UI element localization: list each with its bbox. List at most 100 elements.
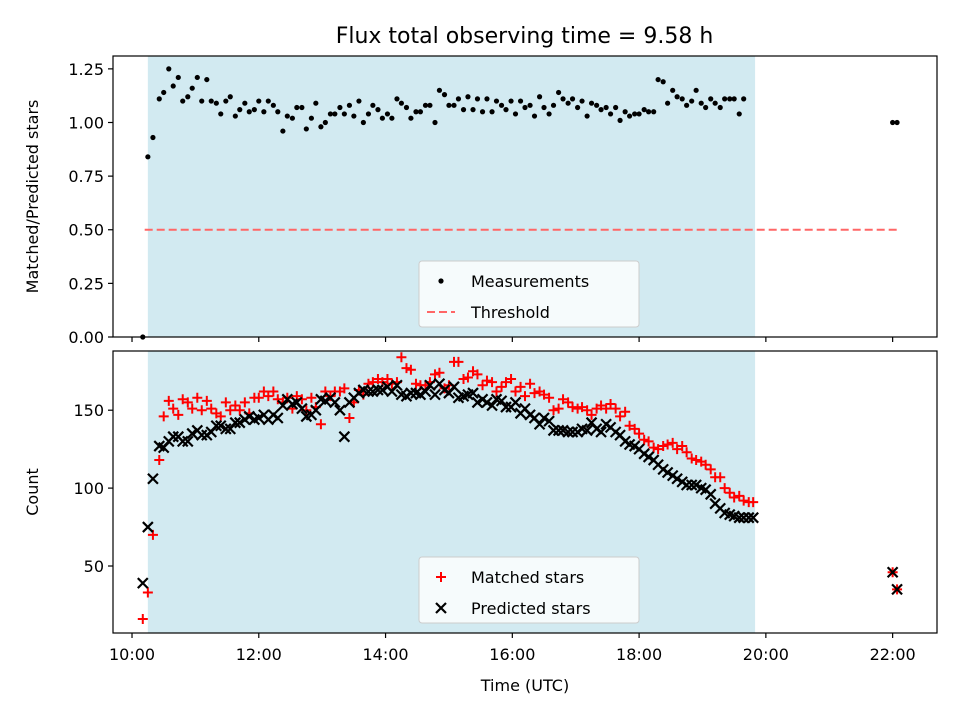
matched-star-marker	[624, 420, 635, 431]
matched-star-marker	[239, 397, 250, 408]
matched-star-marker	[163, 395, 174, 406]
y-axis-label: Count	[23, 468, 42, 516]
predicted-star-marker	[329, 396, 341, 409]
matched-star-marker	[724, 487, 735, 498]
measurement-point	[199, 98, 205, 104]
matched-star-marker	[553, 403, 564, 414]
matched-star-marker	[529, 388, 540, 399]
matched-star-marker	[168, 403, 179, 414]
matched-star-marker	[700, 459, 711, 470]
measurement-point	[651, 109, 657, 115]
predicted-star-marker	[680, 479, 693, 491]
measurement-point	[413, 109, 419, 115]
axes-frame	[112, 350, 938, 634]
matched-star-marker	[268, 386, 279, 397]
measurement-point	[356, 98, 362, 104]
predicted-star-marker	[891, 583, 903, 596]
matched-star-marker	[453, 356, 464, 367]
measurement-point	[674, 94, 680, 100]
measurement-point	[584, 113, 590, 119]
y-tick-label: 1.25	[68, 60, 104, 79]
measurement-point	[156, 96, 162, 102]
predicted-star-marker	[176, 435, 189, 448]
x-tick-label: 18:00	[616, 645, 662, 664]
predicted-star-marker	[419, 385, 432, 398]
matched-star-marker	[748, 497, 759, 508]
matched-star-marker	[596, 400, 607, 411]
legend-box	[418, 260, 640, 328]
measurement-point	[722, 96, 728, 102]
predicted-star-marker	[405, 387, 417, 399]
legend: Matched stars Predicted stars	[418, 556, 640, 624]
matched-star-marker	[648, 442, 659, 453]
matched-star-marker	[738, 495, 749, 506]
measurement-point	[351, 113, 357, 119]
matched-star-marker	[620, 406, 631, 417]
measurement-point	[617, 117, 623, 123]
predicted-star-marker	[562, 426, 574, 438]
measurement-point	[465, 94, 471, 100]
measurement-point	[394, 96, 400, 102]
measurement-point	[493, 98, 500, 104]
measurement-point	[318, 124, 324, 130]
measurement-point	[470, 107, 476, 113]
measurement-point	[594, 102, 600, 108]
matched-star-marker	[225, 405, 236, 416]
measurement-point	[370, 102, 376, 108]
measurement-point	[223, 98, 229, 104]
predicted-star-marker	[733, 511, 746, 524]
measurement-point	[242, 100, 248, 106]
measurement-point	[679, 96, 685, 102]
matched-star-marker	[634, 428, 645, 439]
measurement-point	[670, 87, 676, 93]
predicted-star-marker	[448, 381, 460, 393]
measurement-point	[717, 104, 723, 111]
predicted-star-marker	[429, 388, 441, 401]
measurement-point	[436, 87, 443, 93]
matched-star-marker	[405, 364, 416, 375]
matched-star-marker	[396, 352, 407, 363]
matched-star-marker	[177, 394, 188, 405]
matched-star-marker	[691, 455, 702, 466]
matched-star-marker	[539, 389, 550, 400]
measurement-point	[299, 104, 305, 111]
predicted-star-marker	[210, 420, 223, 432]
predicted-star-marker	[543, 415, 555, 427]
measurement-point	[646, 109, 652, 115]
measurement-point	[598, 107, 604, 113]
matched-star-marker	[500, 377, 511, 388]
measurement-point	[632, 111, 638, 117]
matched-star-marker	[142, 587, 153, 598]
measurement-point	[622, 109, 628, 115]
predicted-star-marker	[272, 412, 284, 424]
measurement-point	[194, 74, 200, 81]
matched-star-marker	[192, 392, 203, 403]
matched-star-marker	[263, 391, 274, 402]
measurement-point	[555, 89, 562, 96]
x-tick-label: 16:00	[489, 645, 535, 664]
matched-star-marker	[563, 397, 574, 408]
measurement-point	[150, 134, 156, 141]
x-tick-label: 22:00	[870, 645, 916, 664]
matched-star-marker	[158, 411, 169, 422]
matched-star-marker	[487, 377, 498, 388]
predicted-star-marker	[391, 379, 403, 392]
measurement-point	[227, 94, 233, 100]
matched-star-marker	[234, 405, 245, 416]
legend-label: Predicted stars	[471, 599, 591, 618]
legend-measurement-marker	[438, 278, 444, 284]
measurement-point	[665, 100, 671, 106]
matched-star-marker	[496, 381, 507, 392]
measurement-point	[731, 96, 737, 102]
matched-star-marker	[548, 405, 559, 416]
measurement-point	[384, 111, 391, 117]
y-tick-label: 0.75	[68, 167, 104, 186]
measurement-point	[460, 107, 467, 113]
subplot-counts: 50 100 150 10:00 12:00 14:00 16:00 18:00 20:00 22…	[23, 350, 938, 695]
measurement-point	[655, 76, 661, 83]
measurement-point	[427, 102, 433, 108]
subplot-ratio: 0.00 0.25 0.50 0.75 1.00 1.25 Matched/Predicte…	[23, 55, 938, 347]
matched-star-marker	[458, 374, 469, 385]
y-tick-label: 50	[84, 557, 104, 576]
measurement-point	[408, 115, 414, 121]
